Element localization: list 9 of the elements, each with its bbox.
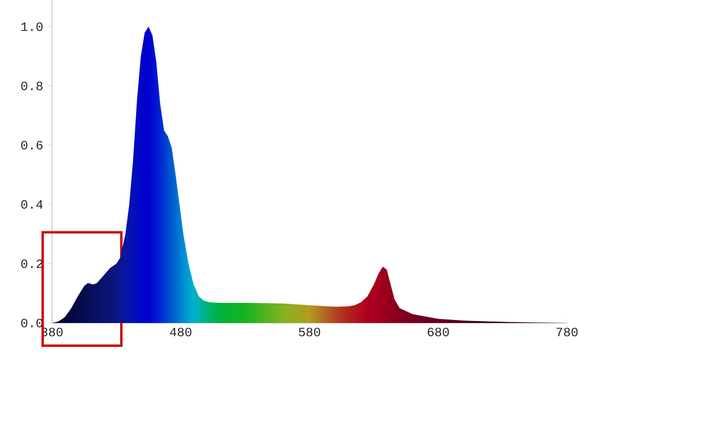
x-tick-label: 580 [298,328,320,336]
x-tick-label: 780 [556,328,578,336]
y-tick-label: 0.4 [21,200,43,209]
y-tick-label: 0.6 [21,140,42,150]
y-tick-label: 0.8 [21,82,42,90]
y-tick-label: 0.2 [21,259,42,268]
x-tick-label: 480 [170,328,192,336]
y-tick-label: 1.0 [21,22,43,31]
x-tick-label: 680 [428,328,449,336]
